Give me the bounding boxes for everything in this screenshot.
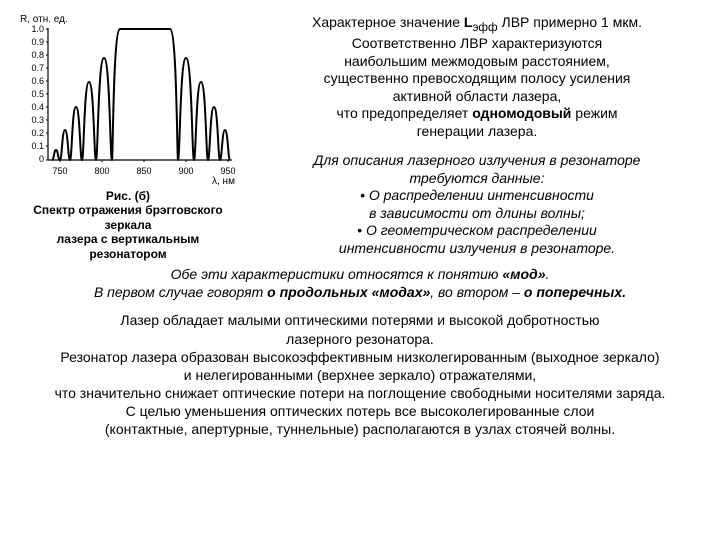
svg-text:0.1: 0.1 — [31, 141, 44, 151]
figure-caption: Рис. (б) Спектр отражения брэгговского з… — [18, 189, 238, 261]
svg-text:0.9: 0.9 — [31, 37, 44, 47]
svg-text:750: 750 — [52, 166, 67, 176]
svg-text:900: 900 — [178, 166, 193, 176]
x-axis-label: λ, нм — [212, 176, 235, 187]
chart-svg: R, отн. ед. 1.0 0.9 0.8 0.7 0.6 0.5 0.4 … — [18, 12, 238, 187]
svg-text:0.3: 0.3 — [31, 115, 44, 125]
svg-text:0.4: 0.4 — [31, 102, 44, 112]
svg-text:0.5: 0.5 — [31, 89, 44, 99]
svg-text:0.7: 0.7 — [31, 63, 44, 73]
svg-text:0.2: 0.2 — [31, 128, 44, 138]
top-description: Характерное значение Lэфф ЛВР примерно 1… — [252, 12, 702, 257]
svg-text:850: 850 — [136, 166, 151, 176]
modes-summary: Обе эти характеристики относятся к понят… — [18, 265, 702, 301]
y-ticks: 1.0 0.9 0.8 0.7 0.6 0.5 0.4 0.3 0.2 0.1 … — [31, 24, 44, 164]
requirements-block: Для описания лазерного излучения в резон… — [252, 152, 702, 257]
svg-text:950: 950 — [220, 166, 235, 176]
bragg-spectrum-chart: R, отн. ед. 1.0 0.9 0.8 0.7 0.6 0.5 0.4 … — [18, 12, 238, 261]
svg-text:1.0: 1.0 — [31, 24, 44, 34]
svg-text:0.8: 0.8 — [31, 50, 44, 60]
bottom-paragraph: Лазер обладает малыми оптическими потеря… — [18, 311, 702, 438]
svg-text:0.6: 0.6 — [31, 76, 44, 86]
svg-text:0: 0 — [39, 154, 44, 164]
svg-text:800: 800 — [94, 166, 109, 176]
